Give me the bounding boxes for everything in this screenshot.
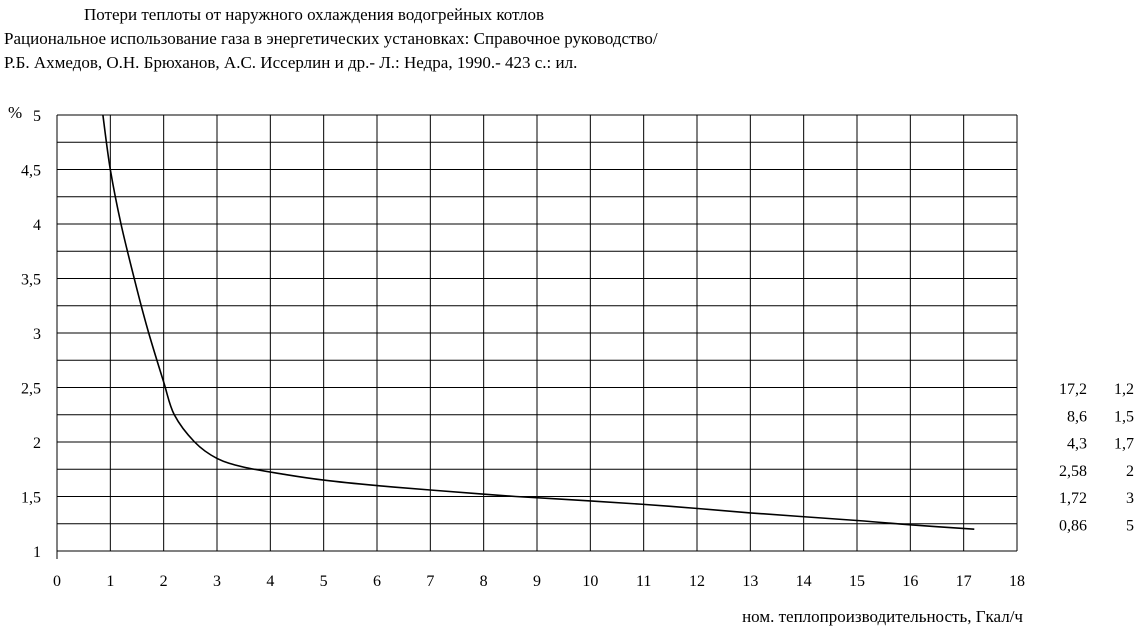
y-axis-label: % bbox=[8, 103, 22, 122]
x-tick-label: 9 bbox=[533, 573, 541, 590]
x-tick-label: 1 bbox=[106, 573, 114, 590]
x-tick-label: 11 bbox=[636, 573, 651, 590]
y-tick-label: 5 bbox=[33, 108, 41, 125]
x-tick-label: 12 bbox=[689, 573, 705, 590]
y-tick-label: 1 bbox=[33, 544, 41, 561]
y-tick-label: 1,5 bbox=[21, 490, 41, 507]
x-tick-label: 6 bbox=[373, 573, 381, 590]
y-tick-label: 4 bbox=[33, 217, 41, 234]
grid bbox=[56, 114, 1018, 559]
x-tick-label: 18 bbox=[1009, 573, 1025, 590]
chart-title-line-2: Рациональное использование газа в энерге… bbox=[4, 29, 658, 48]
reference-loss-value: 1,5 bbox=[1114, 408, 1134, 425]
reference-loss-value: 2 bbox=[1126, 463, 1134, 480]
x-tick-label: 3 bbox=[213, 573, 221, 590]
tick-labels: 0 1 2 3 4 5 6 7 8 9 10 11 12 13 14 15 16 17 1811,522,533,5… bbox=[21, 108, 1025, 590]
reference-capacity-value: 8,6 bbox=[1067, 408, 1087, 425]
reference-loss-value: 1,2 bbox=[1114, 381, 1134, 398]
x-tick-label: 16 bbox=[902, 573, 918, 590]
x-tick-label: 0 bbox=[53, 573, 61, 590]
x-tick-label: 4 bbox=[266, 573, 274, 590]
y-tick-label: 2,5 bbox=[21, 381, 41, 398]
x-tick-label: 10 bbox=[582, 573, 598, 590]
chart-title-line-1: Потери теплоты от наружного охлаждения в… bbox=[84, 5, 545, 24]
series-line bbox=[102, 114, 975, 530]
x-axis-label: ном. теплопроизводительность, Гкал/ч bbox=[742, 607, 1023, 626]
reference-capacity-value: 2,58 bbox=[1059, 463, 1087, 480]
reference-table: 17,2 1,2 8,6 1,5 4,3 1,7 2,58 2 1,72 3 0,86 5 bbox=[1059, 381, 1134, 535]
chart-title-line-3: Р.Б. Ахмедов, О.Н. Брюханов, А.С. Иссерл… bbox=[4, 53, 578, 72]
y-tick-label: 3,5 bbox=[21, 272, 41, 289]
y-tick-label: 3 bbox=[33, 326, 41, 343]
reference-capacity-value: 17,2 bbox=[1059, 381, 1087, 398]
reference-capacity-value: 1,72 bbox=[1059, 490, 1087, 507]
x-tick-label: 8 bbox=[480, 573, 488, 590]
x-tick-label: 7 bbox=[426, 573, 434, 590]
reference-loss-value: 5 bbox=[1126, 518, 1134, 535]
x-tick-label: 14 bbox=[796, 573, 812, 590]
reference-capacity-value: 0,86 bbox=[1059, 518, 1087, 535]
x-tick-label: 17 bbox=[956, 573, 972, 590]
x-tick-label: 5 bbox=[320, 573, 328, 590]
x-tick-label: 2 bbox=[160, 573, 168, 590]
x-tick-label: 15 bbox=[849, 573, 865, 590]
y-tick-label: 2 bbox=[33, 435, 41, 452]
x-tick-label: 13 bbox=[742, 573, 758, 590]
reference-loss-value: 1,7 bbox=[1114, 436, 1134, 453]
series-layer bbox=[102, 114, 975, 530]
reference-loss-value: 3 bbox=[1126, 490, 1134, 507]
reference-capacity-value: 4,3 bbox=[1067, 436, 1087, 453]
y-tick-label: 4,5 bbox=[21, 163, 41, 180]
